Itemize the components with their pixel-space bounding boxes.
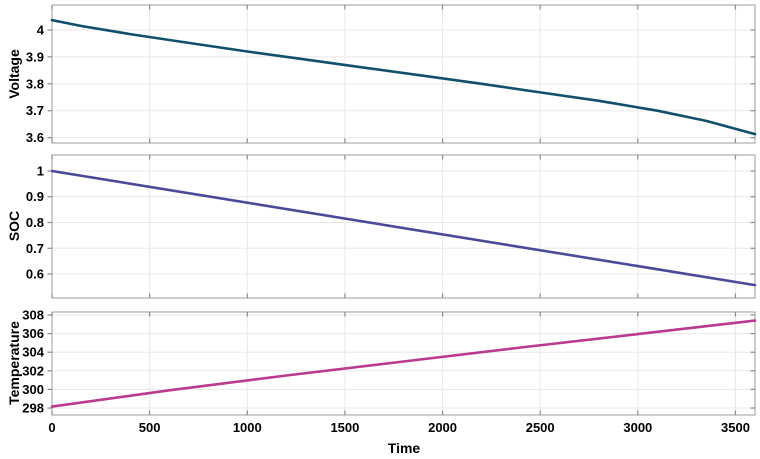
x-tick-label: 1500 <box>330 420 359 435</box>
subplot-soc: 0.6 0.7 0.8 0.9 1 <box>26 154 757 299</box>
y-tick-label: 3.9 <box>26 49 44 64</box>
y-tick-label: 302 <box>22 363 44 378</box>
x-tick-label: 3000 <box>623 420 652 435</box>
temperature-axis-label: Temperature <box>6 321 22 405</box>
y-tick-label: 0.9 <box>26 189 44 204</box>
x-tick-label: 500 <box>139 420 161 435</box>
y-tick-label: 4 <box>37 23 45 38</box>
y-tick-label: 306 <box>22 326 44 341</box>
time-axis-label: Time <box>387 440 421 456</box>
voltage-axis-label: Voltage <box>6 49 22 99</box>
y-tick-label: 0.8 <box>26 215 44 230</box>
y-tick-label: 0.6 <box>26 267 44 282</box>
y-tick-label: 300 <box>22 382 44 397</box>
y-tick-label: 298 <box>22 401 44 416</box>
plot-box <box>51 311 756 416</box>
y-tick-label: 1 <box>37 163 44 178</box>
x-tick-label: 1000 <box>233 420 262 435</box>
y-tick-label: 308 <box>22 307 44 322</box>
x-tick-label: 3500 <box>721 420 750 435</box>
x-tick-label: 0 <box>48 420 55 435</box>
subplot-voltage: 3.6 3.7 3.8 3.9 4 <box>26 4 757 145</box>
soc-series-line <box>50 169 757 287</box>
y-tick-label: 304 <box>22 345 44 360</box>
subplot-temperature: 298 300 302 304 306 308 0 500 1000 1500 2000 2500 30… <box>22 307 757 435</box>
y-tick-label: 3.6 <box>26 130 44 145</box>
soc-axis-label: SOC <box>6 210 22 242</box>
x-tick-label: 2000 <box>428 420 457 435</box>
y-tick-label: 3.8 <box>26 76 44 91</box>
voltage-series-line <box>50 18 757 136</box>
plot-box <box>51 154 756 299</box>
y-tick-label: 0.7 <box>26 241 44 256</box>
x-tick-label: 2500 <box>526 420 555 435</box>
y-tick-label: 3.7 <box>26 103 44 118</box>
plot-box <box>51 4 756 144</box>
temperature-series-line <box>50 319 757 408</box>
